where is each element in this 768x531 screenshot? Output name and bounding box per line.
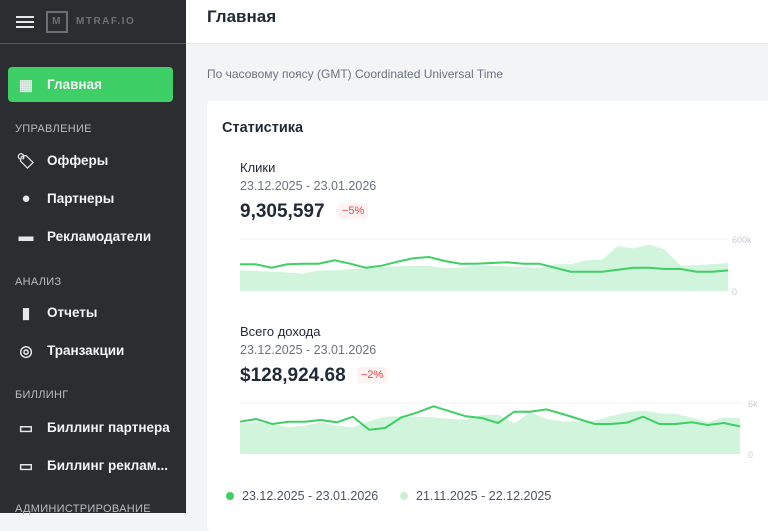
sidebar-item-reports[interactable]: ▮ Отчеты	[8, 295, 173, 330]
section-title: АНАЛИЗ	[15, 276, 62, 288]
legend-previous[interactable]: 21.11.2025 - 22.12.2025	[400, 489, 551, 503]
legend-current[interactable]: 23.12.2025 - 23.01.2026	[226, 489, 378, 503]
legend-dot	[400, 492, 408, 500]
legend-dot	[226, 492, 234, 500]
briefcase-icon: ▬	[18, 228, 34, 245]
logo-bar: M MTRAF.IO	[0, 0, 186, 44]
previous-period-area	[240, 244, 728, 291]
clicks-chart: 600k 0	[240, 235, 752, 296]
section-title: АДМИНИСТРИРОВАНИЕ	[15, 503, 151, 515]
dashboard-icon: ▦	[18, 76, 34, 94]
sidebar: M MTRAF.IO ▦ Главная УПРАВЛЕНИЕ 🏷︎ Офферы ●…	[0, 0, 186, 515]
metric-date: 23.12.2025 - 23.01.2026	[240, 343, 377, 357]
menu-icon[interactable]	[16, 15, 34, 28]
sidebar-item-advertisers[interactable]: ▬ Рекламодатели	[18, 228, 152, 245]
revenue-chart: 6k 0	[239, 399, 758, 460]
y-tick-label: 6k	[748, 399, 758, 409]
tag-icon: 🏷︎	[16, 152, 36, 170]
metric-value: 9,305,597	[240, 201, 325, 222]
page-title: Главная	[186, 0, 768, 44]
sidebar-item-partner-billing[interactable]: ▭ Биллинг партнера	[18, 419, 170, 437]
y-tick-label: 600k	[732, 235, 752, 245]
cursor-click-icon: ◎	[19, 342, 33, 360]
sidebar-item-partners[interactable]: ● Партнеры	[8, 181, 173, 216]
y-tick-label: 0	[748, 450, 753, 460]
card-title: Статистика	[222, 120, 304, 136]
section-title: УПРАВЛЕНИЕ	[15, 123, 92, 135]
previous-period-area	[240, 410, 740, 454]
change-badge: −2%	[357, 367, 388, 383]
metric-date: 23.12.2025 - 23.01.2026	[240, 179, 377, 193]
sidebar-item-transactions[interactable]: ◎ Транзакции	[8, 333, 173, 368]
user-circle-icon: ●	[21, 190, 31, 207]
credit-card-icon: ▭	[18, 419, 34, 437]
metric-title: Клики	[240, 160, 276, 175]
statistics-card: Статистика Клики 23.12.2025 - 23.01.2026…	[207, 101, 768, 531]
metric-title: Всего дохода	[240, 324, 321, 339]
y-tick-label: 0	[732, 287, 737, 296]
logo[interactable]: M MTRAF.IO	[46, 10, 135, 33]
sidebar-item-offers[interactable]: 🏷︎ Офферы	[16, 152, 109, 170]
sidebar-item-home[interactable]: ▦ Главная	[8, 67, 173, 102]
current-period-line	[239, 405, 741, 431]
bar-chart-icon: ▮	[21, 304, 31, 322]
section-title: БИЛЛИНГ	[15, 389, 69, 401]
timezone-note: По часовому поясу (GMT) Coordinated Univ…	[207, 67, 504, 81]
sidebar-item-advertiser-billing[interactable]: ▭ Биллинг реклам...	[18, 457, 168, 475]
credit-card-icon: ▭	[18, 457, 34, 475]
metric-value: $128,924.68	[240, 365, 346, 386]
current-period-line	[240, 255, 729, 273]
change-badge: −5%	[338, 203, 369, 219]
